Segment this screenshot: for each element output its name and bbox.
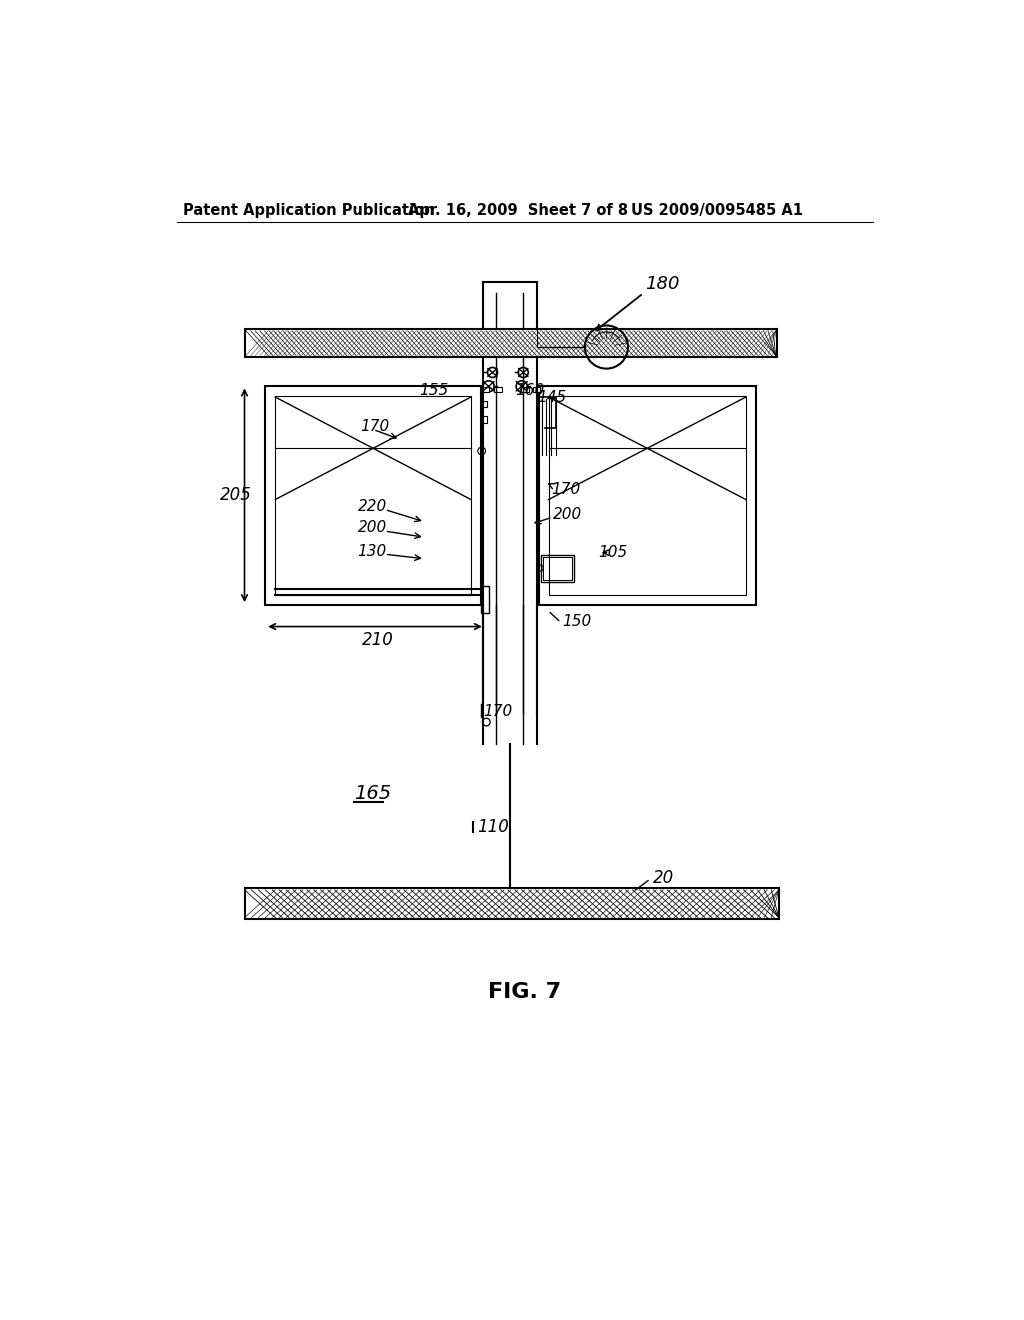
Text: 200: 200 — [357, 520, 387, 536]
Bar — [521, 387, 528, 392]
Text: 110: 110 — [477, 818, 509, 836]
Bar — [494, 387, 502, 392]
Text: 205: 205 — [220, 486, 252, 504]
Bar — [541, 554, 574, 582]
Text: 165: 165 — [354, 784, 391, 803]
Text: FIG. 7: FIG. 7 — [488, 982, 561, 1002]
Text: 155: 155 — [419, 383, 449, 399]
Bar — [245, 888, 779, 919]
Bar — [481, 416, 487, 422]
Bar — [539, 385, 756, 605]
Bar — [481, 387, 489, 392]
Text: 170: 170 — [483, 704, 512, 719]
Text: 105: 105 — [599, 545, 628, 560]
Text: Apr. 16, 2009  Sheet 7 of 8: Apr. 16, 2009 Sheet 7 of 8 — [408, 203, 628, 218]
Text: 170: 170 — [360, 418, 389, 434]
Text: 200: 200 — [553, 507, 582, 521]
Text: 150: 150 — [562, 614, 591, 630]
Bar — [265, 385, 481, 605]
Bar — [275, 396, 471, 595]
Text: 160: 160 — [515, 383, 545, 399]
Text: 220: 220 — [357, 499, 387, 513]
Text: 20: 20 — [652, 869, 674, 887]
Bar — [481, 401, 487, 407]
Text: 145: 145 — [538, 389, 566, 405]
Bar — [544, 557, 571, 579]
Bar — [481, 586, 488, 612]
Text: 180: 180 — [645, 275, 679, 293]
Text: Patent Application Publication: Patent Application Publication — [183, 203, 434, 218]
Text: US 2009/0095485 A1: US 2009/0095485 A1 — [631, 203, 803, 218]
Text: 210: 210 — [361, 631, 393, 649]
Bar — [549, 396, 745, 595]
Bar — [532, 387, 541, 392]
Text: 130: 130 — [357, 544, 387, 558]
Text: 170: 170 — [551, 482, 581, 498]
Bar — [245, 330, 777, 358]
